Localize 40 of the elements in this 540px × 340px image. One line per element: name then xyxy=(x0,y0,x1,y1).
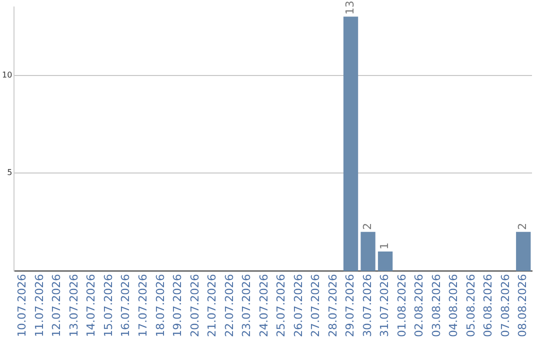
x-tick-label: 31.07.2026 xyxy=(378,274,392,338)
x-tick-label: 29.07.2026 xyxy=(344,274,357,338)
data-label: 13 xyxy=(344,0,357,15)
x-tick-label: 03.08.2026 xyxy=(430,274,443,338)
x-tick-label: 27.07.2026 xyxy=(309,274,322,338)
x-tick-label: 01.08.2026 xyxy=(395,274,408,338)
bar xyxy=(343,16,358,272)
bar xyxy=(378,251,393,272)
y-tick-label: 10 xyxy=(2,70,12,80)
x-tick-label: 06.08.2026 xyxy=(482,274,495,338)
x-tick-label: 16.07.2026 xyxy=(119,274,132,338)
bar xyxy=(516,232,531,272)
x-tick-label: 19.07.2026 xyxy=(171,274,184,338)
x-tick-label: 14.07.2026 xyxy=(84,274,98,338)
x-tick-label: 25.07.2026 xyxy=(274,274,288,338)
x-tick-label: 22.07.2026 xyxy=(222,274,236,338)
x-tick-label: 17.07.2026 xyxy=(136,274,150,338)
x-tick-label: 18.07.2026 xyxy=(154,274,167,338)
x-tick-label: 08.08.2026 xyxy=(516,274,530,338)
data-label: 2 xyxy=(516,222,530,230)
x-tick-label: 13.07.2026 xyxy=(67,274,80,338)
data-label: 2 xyxy=(360,222,374,230)
x-tick-label: 12.07.2026 xyxy=(50,274,64,338)
x-tick-label: 23.07.2026 xyxy=(240,274,254,338)
x-tick-label: 10.07.2026 xyxy=(16,274,29,338)
y-tick-label: 5 xyxy=(7,168,12,178)
x-tick-label: 24.07.2026 xyxy=(257,274,270,338)
x-tick-label: 30.07.2026 xyxy=(360,274,374,338)
x-tick-label: 26.07.2026 xyxy=(292,274,305,338)
x-tick-label: 20.07.2026 xyxy=(188,274,202,338)
x-tick-label: 07.08.2026 xyxy=(498,274,512,338)
x-tick-label: 02.08.2026 xyxy=(412,274,426,338)
x-tick-label: 28.07.2026 xyxy=(326,274,340,338)
x-tick-label: 15.07.2026 xyxy=(102,274,115,338)
x-tick-label: 21.07.2026 xyxy=(206,274,219,338)
x-tick-label: 11.07.2026 xyxy=(32,274,46,338)
data-label: 1 xyxy=(378,242,392,250)
x-tick-label: 04.08.2026 xyxy=(447,274,460,338)
bar xyxy=(360,232,376,272)
x-tick-label: 05.08.2026 xyxy=(464,274,478,338)
